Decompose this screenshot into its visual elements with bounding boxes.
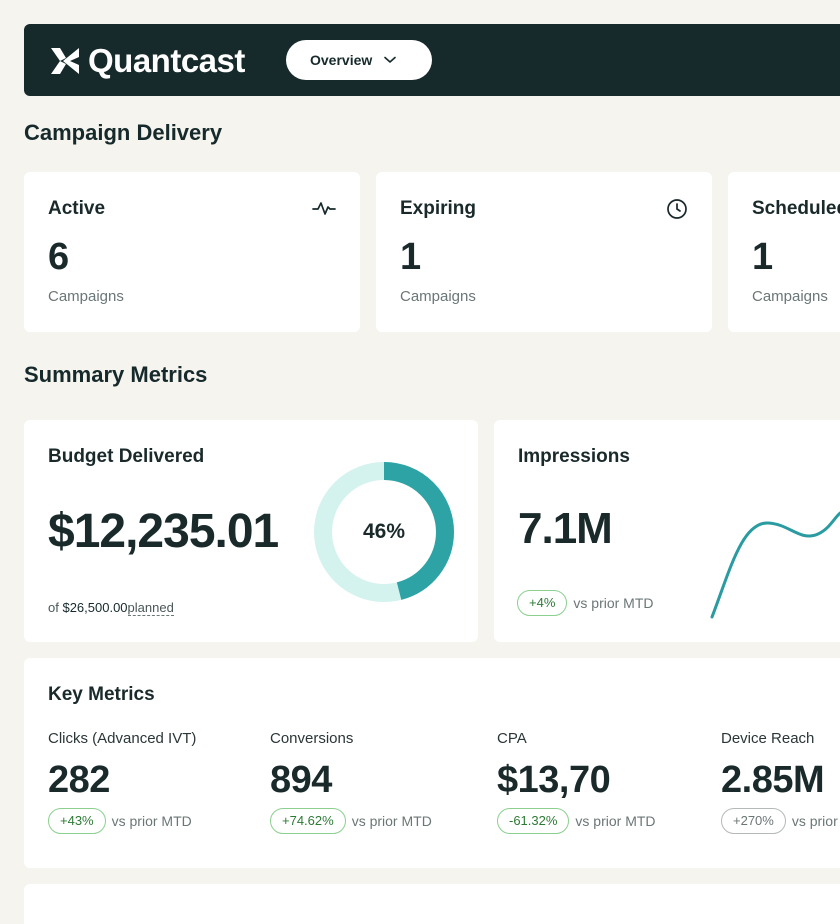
- brand-name: Quantcast: [88, 42, 245, 79]
- metric-change-row: +74.62% vs prior MTD: [270, 808, 432, 834]
- budget-donut-chart: [314, 462, 454, 602]
- budget-title: Budget Delivered: [48, 446, 205, 467]
- planned-amount: $26,500.00: [62, 600, 128, 615]
- key-metrics-title: Key Metrics: [48, 684, 155, 705]
- metric-value: 894: [270, 759, 332, 801]
- clock-icon: [667, 199, 687, 219]
- card-unit: Campaigns: [400, 288, 476, 305]
- quantcast-logo-icon: [51, 48, 79, 74]
- card-value: 6: [48, 236, 70, 278]
- card-title: Active: [48, 198, 106, 219]
- vs-prior-label: vs prior MTD: [575, 813, 656, 829]
- impressions-value: 7.1M: [518, 504, 613, 553]
- budget-delivered-card[interactable]: Budget Delivered $12,235.01 of $26,500.0…: [24, 420, 478, 642]
- activity-pulse-icon: [312, 202, 336, 215]
- vs-prior-label: vs prior MTD: [351, 813, 432, 829]
- metric-clicks[interactable]: Clicks (Advanced IVT) 282 +43% vs prior …: [48, 730, 196, 834]
- metric-label: CPA: [497, 730, 527, 747]
- key-metrics-card: Key Metrics Clicks (Advanced IVT) 282 +4…: [24, 658, 840, 868]
- card-unit: Campaigns: [752, 288, 828, 305]
- metric-value: 2.85M: [721, 759, 825, 801]
- active-campaigns-card[interactable]: Active 6 Campaigns: [24, 172, 360, 332]
- change-badge: +270%: [721, 808, 786, 834]
- of-label: of: [48, 600, 59, 615]
- budget-planned-text: of $26,500.00planned: [48, 600, 174, 616]
- view-select-dropdown[interactable]: Overview: [286, 40, 432, 80]
- card-title: Expiring: [400, 198, 477, 219]
- metric-cpa[interactable]: CPA $13,70 -61.32% vs prior MTD: [497, 730, 656, 834]
- card-value: 1: [752, 236, 774, 278]
- metric-label: Clicks (Advanced IVT): [48, 730, 197, 747]
- vs-prior-label: vs prior MTD: [573, 595, 654, 611]
- change-badge: +74.62%: [270, 808, 346, 834]
- sparkline-line: [710, 511, 840, 619]
- card-value: 1: [400, 236, 422, 278]
- change-badge: +43%: [48, 808, 106, 834]
- change-badge: -61.32%: [497, 808, 570, 834]
- summary-metrics-title: Summary Metrics: [24, 362, 208, 387]
- chevron-down-icon: [384, 56, 397, 63]
- impressions-change-row: +4% vs prior MTD: [517, 590, 654, 616]
- expiring-campaigns-card[interactable]: Expiring 1 Campaigns: [376, 172, 712, 332]
- scheduled-campaigns-card[interactable]: Scheduled 1 Campaigns: [728, 172, 840, 332]
- card-unit: Campaigns: [48, 288, 124, 305]
- budget-percent-label: 46%: [362, 520, 406, 543]
- metric-conversions[interactable]: Conversions 894 +74.62% vs prior MTD: [270, 730, 432, 834]
- metric-label: Conversions: [270, 730, 354, 747]
- card-title: Scheduled: [752, 198, 840, 219]
- metric-label: Device Reach: [721, 730, 815, 747]
- metric-value: $13,70: [497, 759, 611, 801]
- next-section-card: [24, 884, 840, 924]
- planned-label[interactable]: planned: [127, 600, 174, 616]
- metric-change-row: +270% vs prior MTD: [721, 808, 840, 834]
- impressions-sparkline: [710, 511, 840, 619]
- campaign-delivery-title: Campaign Delivery: [24, 120, 223, 145]
- change-badge: +4%: [517, 590, 568, 616]
- top-header: Quantcast Overview: [24, 24, 840, 96]
- metric-change-row: -61.32% vs prior MTD: [497, 808, 656, 834]
- impressions-card[interactable]: Impressions 7.1M +4% vs prior MTD: [494, 420, 840, 642]
- brand-logo[interactable]: Quantcast: [48, 42, 245, 80]
- metric-device-reach[interactable]: Device Reach 2.85M +270% vs prior MTD: [721, 730, 840, 834]
- view-select-label: Overview: [310, 52, 373, 68]
- donut-fill: [314, 462, 454, 602]
- impressions-title: Impressions: [518, 446, 630, 467]
- budget-value: $12,235.01: [48, 505, 279, 558]
- metric-value: 282: [48, 759, 110, 801]
- vs-prior-label: vs prior MTD: [791, 813, 840, 829]
- metric-change-row: +43% vs prior MTD: [48, 808, 196, 834]
- vs-prior-label: vs prior MTD: [111, 813, 192, 829]
